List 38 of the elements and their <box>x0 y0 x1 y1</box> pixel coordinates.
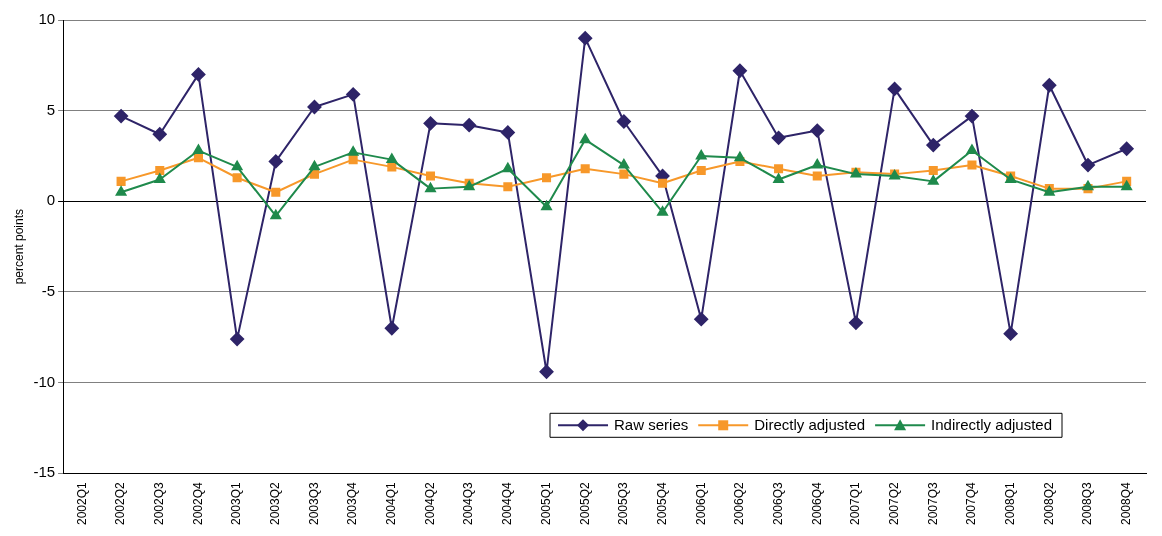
x-tick-label: 2003Q2 <box>268 481 283 525</box>
x-tick-label: 2008Q1 <box>1002 481 1017 525</box>
x-tick-label: 2007Q2 <box>886 481 901 525</box>
x-tick-label: 2006Q1 <box>693 481 708 525</box>
x-tick-label: 2003Q3 <box>306 481 321 525</box>
x-tick-label: 2006Q2 <box>732 481 747 525</box>
x-tick-label: 2005Q4 <box>654 481 669 525</box>
x-tick-label: 2007Q4 <box>964 481 979 525</box>
x-tick-label: 2003Q1 <box>229 481 244 525</box>
x-tick-label: 2003Q4 <box>345 481 360 525</box>
legend-label: Indirectly adjusted <box>931 416 1053 434</box>
x-tick-label: 2005Q2 <box>577 481 592 525</box>
x-tick-label: 2008Q4 <box>1118 481 1133 525</box>
x-tick-label: 2004Q1 <box>384 481 399 525</box>
x-tick-label: 2002Q2 <box>113 481 128 525</box>
y-axis-title: percent points <box>11 208 26 285</box>
x-tick-label: 2008Q3 <box>1080 481 1095 525</box>
y-tick-label: 5 <box>46 100 56 118</box>
x-tick-label: 2004Q3 <box>461 481 476 525</box>
y-tick-label: -5 <box>41 282 56 300</box>
x-tick-label: 2007Q3 <box>925 481 940 525</box>
y-tick-label: -15 <box>33 463 56 481</box>
x-tick-label: 2008Q2 <box>1041 481 1056 525</box>
x-tick-label: 2005Q1 <box>538 481 553 525</box>
x-tick-label: 2007Q1 <box>848 481 863 525</box>
x-tick-label: 2002Q4 <box>190 481 205 525</box>
legend-label: Raw series <box>614 416 689 434</box>
x-tick-label: 2004Q2 <box>422 481 437 525</box>
x-tick-label: 2004Q4 <box>500 481 515 525</box>
y-tick-label: 10 <box>38 10 56 28</box>
x-tick-label: 2002Q1 <box>74 481 89 525</box>
y-tick-label: 0 <box>46 191 56 209</box>
legend-label: Directly adjusted <box>754 416 866 434</box>
x-tick-label: 2005Q3 <box>616 481 631 525</box>
x-tick-label: 2006Q3 <box>770 481 785 525</box>
y-tick-label: -10 <box>33 372 56 390</box>
x-tick-label: 2002Q3 <box>152 481 167 525</box>
x-tick-label: 2006Q4 <box>809 481 824 525</box>
